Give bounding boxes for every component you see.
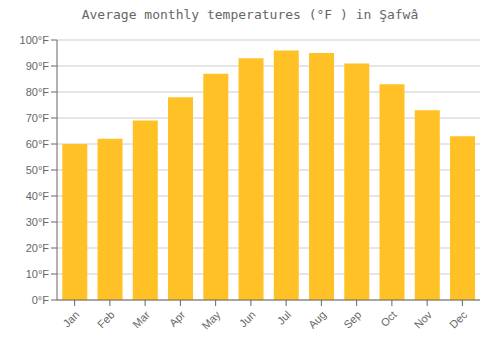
svg-text:Jul: Jul (275, 308, 293, 326)
svg-text:Aug: Aug (306, 308, 328, 330)
svg-text:Dec: Dec (447, 308, 470, 331)
svg-text:10°F: 10°F (26, 268, 50, 280)
svg-text:Feb: Feb (95, 308, 117, 330)
svg-text:May: May (199, 308, 223, 332)
svg-text:Mar: Mar (130, 308, 152, 330)
svg-text:Sep: Sep (341, 308, 363, 330)
html-text:Average monthly temperatures (: Average monthly temperatures (°F ) in Şa… (81, 7, 419, 22)
svg-text:20°F: 20°F (26, 242, 50, 254)
svg-text:90°F: 90°F (26, 60, 50, 72)
svg-text:Nov: Nov (412, 308, 435, 331)
svg-text:60°F: 60°F (26, 138, 50, 150)
svg-text:70°F: 70°F (26, 112, 50, 124)
svg-text:Apr: Apr (167, 308, 188, 329)
svg-text:50°F: 50°F (26, 164, 50, 176)
svg-text:Jun: Jun (237, 308, 258, 329)
svg-text:100°F: 100°F (20, 34, 50, 46)
svg-text:40°F: 40°F (26, 190, 50, 202)
svg-text:30°F: 30°F (26, 216, 50, 228)
svg-text:80°F: 80°F (26, 86, 50, 98)
svg-text:Jan: Jan (61, 308, 82, 329)
svg-text:Oct: Oct (378, 308, 399, 329)
svg-text:0°F: 0°F (32, 294, 50, 306)
